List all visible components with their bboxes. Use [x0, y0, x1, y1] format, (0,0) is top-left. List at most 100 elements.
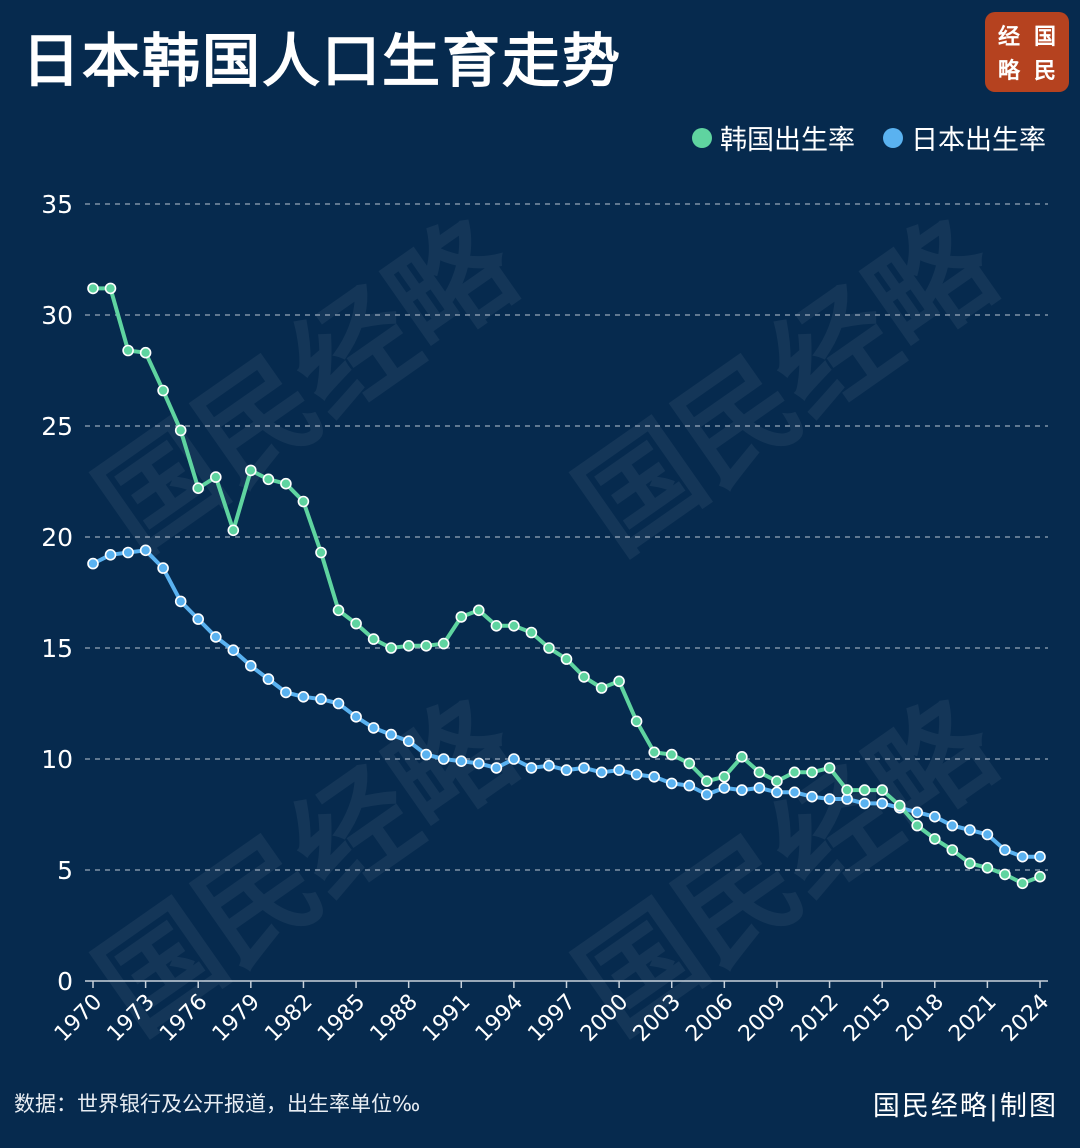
data-point-japan [385, 728, 397, 741]
data-point-japan [806, 790, 818, 803]
data-point-korea [964, 857, 976, 870]
legend-marker-korea [692, 127, 712, 148]
data-point-japan [911, 806, 924, 819]
data-point-japan [700, 788, 713, 801]
data-point-japan [420, 748, 433, 761]
data-point-korea [472, 604, 485, 617]
x-tick-label: 2009 [734, 990, 791, 1047]
x-tick-label: 1970 [50, 990, 107, 1047]
y-tick-label: 30 [41, 301, 73, 330]
data-point-japan [753, 782, 766, 794]
x-tick-label: 2021 [944, 990, 1001, 1047]
data-point-korea [315, 546, 327, 559]
data-point-japan [648, 770, 661, 783]
data-point-japan [104, 548, 117, 561]
data-point-japan [280, 686, 292, 699]
logo-char: 国 [1033, 24, 1056, 50]
watermark-text: 国民经略 [553, 193, 1021, 579]
data-point-korea [157, 384, 169, 397]
data-point-japan [350, 710, 362, 723]
data-point-korea [683, 757, 696, 770]
data-point-korea [876, 784, 889, 796]
brand-logo: 经 国 略 民 [985, 12, 1069, 92]
data-point-korea [174, 424, 187, 437]
data-point-korea [543, 642, 555, 654]
watermark-text: 国民经略 [73, 193, 541, 579]
data-point-korea [192, 482, 204, 495]
data-point-korea [771, 775, 783, 788]
data-source-note: 数据：世界银行及公开报道，出生率单位‰ [14, 1092, 421, 1116]
x-tick-label: 2012 [787, 990, 844, 1047]
data-point-korea [508, 619, 520, 632]
data-point-japan [245, 659, 257, 672]
data-point-korea [841, 784, 853, 796]
x-tick-label: 2018 [892, 990, 949, 1047]
data-point-korea [385, 642, 397, 654]
y-tick-label: 35 [41, 190, 73, 219]
data-point-korea [227, 524, 240, 537]
legend-marker-japan [883, 127, 903, 148]
data-point-japan [578, 762, 590, 774]
data-point-japan [683, 779, 696, 792]
data-point-japan [964, 824, 976, 836]
data-point-korea [455, 611, 468, 623]
data-point-korea [823, 762, 836, 774]
data-point-japan [823, 793, 836, 805]
legend-label-japan: 日本出生率 [911, 125, 1046, 156]
x-tick-label: 2024 [997, 990, 1054, 1047]
data-point-japan [788, 786, 801, 799]
x-tick-label: 1982 [260, 990, 317, 1047]
data-point-japan [227, 644, 240, 657]
data-point-korea [718, 770, 731, 783]
data-point-korea [297, 495, 310, 508]
chart-title: 日本韩国人口生育走势 [22, 27, 623, 95]
data-point-korea [560, 653, 573, 665]
points-layer [87, 282, 1046, 890]
data-point-korea [332, 604, 345, 617]
data-point-korea [928, 833, 941, 845]
data-point-japan [490, 762, 503, 774]
data-point-korea [595, 682, 608, 694]
data-point-korea [245, 464, 257, 477]
x-tick-label: 1985 [313, 990, 370, 1047]
x-tick-label: 1994 [471, 990, 528, 1047]
data-point-korea [139, 346, 152, 359]
logo-char: 经 [997, 24, 1020, 50]
data-point-japan [630, 768, 643, 781]
data-point-japan [613, 764, 625, 776]
data-point-korea [122, 344, 134, 357]
data-point-japan [1016, 850, 1029, 863]
data-point-japan [192, 613, 204, 625]
data-point-korea [490, 619, 503, 632]
data-point-korea [893, 799, 906, 812]
y-tick-label: 10 [41, 745, 73, 774]
data-point-korea [665, 748, 678, 761]
data-point-japan [87, 557, 99, 570]
data-point-japan [332, 697, 345, 710]
y-tick-label: 25 [41, 412, 73, 441]
y-tick-label: 20 [41, 523, 73, 552]
data-point-korea [578, 671, 590, 683]
data-point-japan [718, 782, 731, 794]
legend-item-korea[interactable]: 韩国出生率 [692, 118, 855, 157]
data-point-korea [210, 471, 222, 483]
legend-item-japan[interactable]: 日本出生率 [883, 118, 1046, 157]
y-tick-label: 5 [57, 856, 73, 885]
data-point-japan [139, 544, 152, 557]
data-point-korea [946, 844, 959, 856]
data-point-japan [210, 631, 222, 643]
data-point-korea [87, 282, 99, 295]
data-point-japan [174, 595, 187, 608]
data-point-korea [1016, 877, 1029, 890]
data-point-korea [402, 639, 415, 652]
data-point-japan [262, 673, 275, 685]
x-tick-label: 2015 [839, 990, 896, 1047]
data-point-korea [613, 675, 625, 688]
x-tick-label: 1997 [523, 990, 580, 1047]
data-point-korea [648, 746, 661, 759]
data-point-japan [315, 693, 327, 705]
y-tick-label: 0 [57, 967, 73, 996]
data-point-japan [437, 753, 450, 765]
